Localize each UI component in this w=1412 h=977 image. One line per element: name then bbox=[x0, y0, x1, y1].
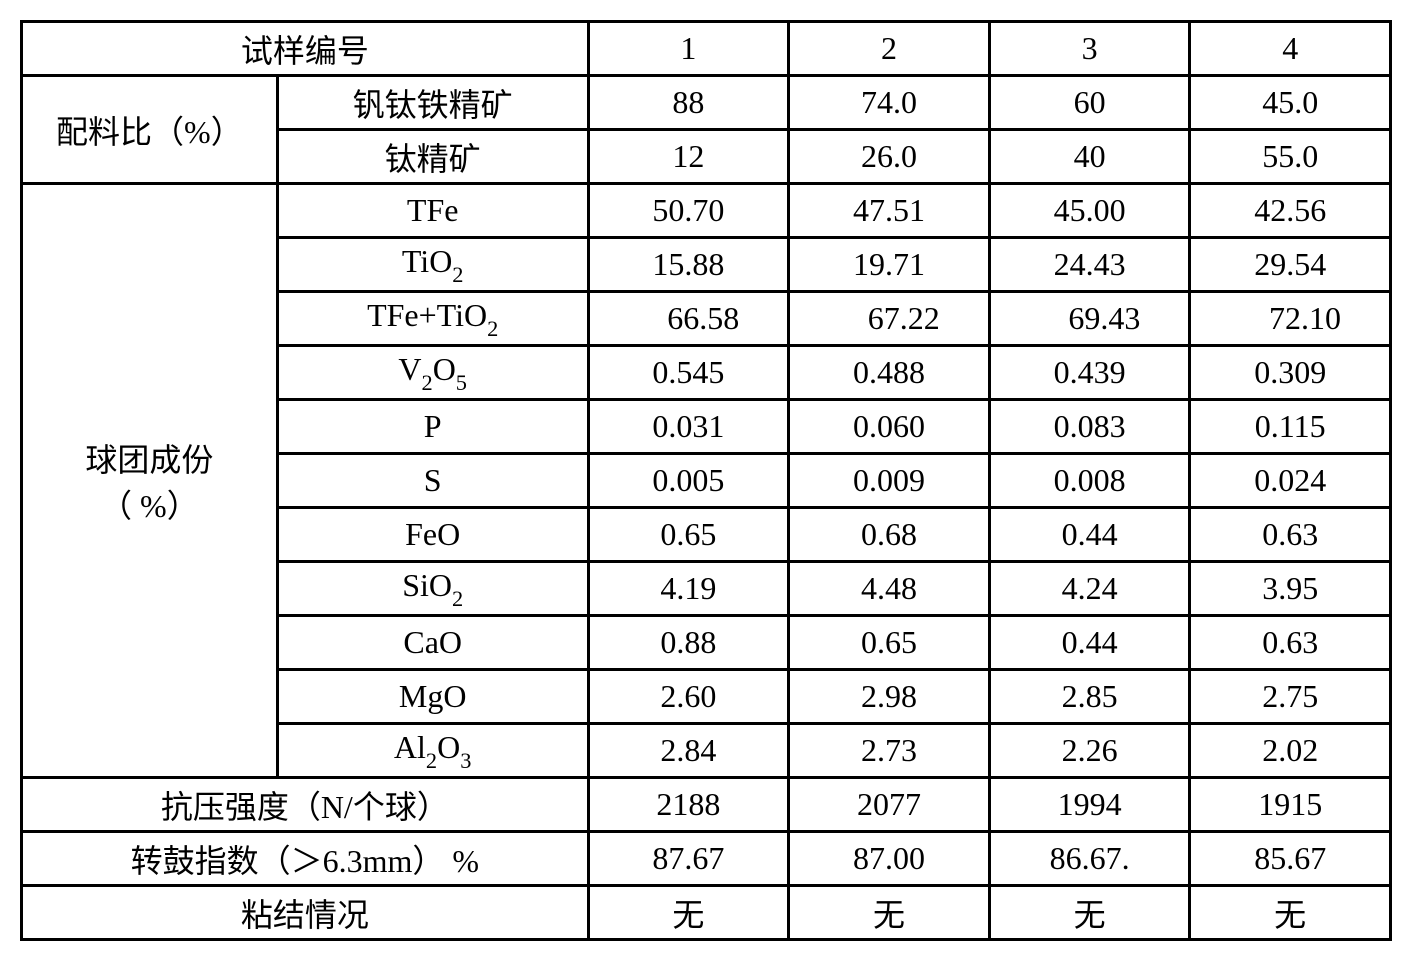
sample-number-header: 试样编号 bbox=[22, 22, 589, 76]
row-label: TiO2 bbox=[277, 238, 588, 292]
data-cell: 67.22 bbox=[789, 292, 990, 346]
data-cell: 0.44 bbox=[989, 616, 1190, 670]
data-cell: 29.54 bbox=[1190, 238, 1391, 292]
table-row: 转鼓指数（＞6.3mm） % 87.67 87.00 86.67. 85.67 bbox=[22, 832, 1391, 886]
data-cell: 72.10 bbox=[1190, 292, 1391, 346]
data-cell: 2.85 bbox=[989, 670, 1190, 724]
sample-number-2: 2 bbox=[789, 22, 990, 76]
group-label-line2: （ %） bbox=[35, 481, 264, 527]
data-cell: 15.88 bbox=[588, 238, 789, 292]
data-table: 试样编号 1 2 3 4 配料比（%） 钒钛铁精矿 88 74.0 60 45.… bbox=[20, 20, 1392, 941]
row-label: TFe+TiO2 bbox=[277, 292, 588, 346]
data-cell: 3.95 bbox=[1190, 562, 1391, 616]
data-cell: 2.02 bbox=[1190, 724, 1391, 778]
mixing-ratio-group-label: 配料比（%） bbox=[22, 76, 278, 184]
bonding-condition-label: 粘结情况 bbox=[22, 886, 589, 940]
table-row: 球团成份 （ %） TFe 50.70 47.51 45.00 42.56 bbox=[22, 184, 1391, 238]
data-cell: 26.0 bbox=[789, 130, 990, 184]
data-cell: 0.008 bbox=[989, 454, 1190, 508]
data-cell: 40 bbox=[989, 130, 1190, 184]
data-cell: 50.70 bbox=[588, 184, 789, 238]
data-cell: 4.19 bbox=[588, 562, 789, 616]
table-row: 抗压强度（N/个球） 2188 2077 1994 1915 bbox=[22, 778, 1391, 832]
data-cell: 无 bbox=[588, 886, 789, 940]
data-cell: 0.545 bbox=[588, 346, 789, 400]
data-cell: 2077 bbox=[789, 778, 990, 832]
data-cell: 无 bbox=[989, 886, 1190, 940]
row-label: P bbox=[277, 400, 588, 454]
data-cell: 42.56 bbox=[1190, 184, 1391, 238]
row-label: V2O5 bbox=[277, 346, 588, 400]
table-header-row: 试样编号 1 2 3 4 bbox=[22, 22, 1391, 76]
data-cell: 0.65 bbox=[789, 616, 990, 670]
compressive-strength-label: 抗压强度（N/个球） bbox=[22, 778, 589, 832]
data-cell: 0.060 bbox=[789, 400, 990, 454]
data-cell: 0.439 bbox=[989, 346, 1190, 400]
row-label: S bbox=[277, 454, 588, 508]
data-cell: 0.68 bbox=[789, 508, 990, 562]
data-cell: 2188 bbox=[588, 778, 789, 832]
row-label: 钒钛铁精矿 bbox=[277, 76, 588, 130]
data-cell: 0.65 bbox=[588, 508, 789, 562]
table-row: 粘结情况 无 无 无 无 bbox=[22, 886, 1391, 940]
data-cell: 45.00 bbox=[989, 184, 1190, 238]
data-cell: 0.009 bbox=[789, 454, 990, 508]
data-cell: 0.44 bbox=[989, 508, 1190, 562]
row-label: Al2O3 bbox=[277, 724, 588, 778]
data-cell: 55.0 bbox=[1190, 130, 1391, 184]
data-cell: 87.00 bbox=[789, 832, 990, 886]
pellet-composition-group-label: 球团成份 （ %） bbox=[22, 184, 278, 778]
data-cell: 2.73 bbox=[789, 724, 990, 778]
data-cell: 69.43 bbox=[989, 292, 1190, 346]
data-cell: 0.115 bbox=[1190, 400, 1391, 454]
data-cell: 85.67 bbox=[1190, 832, 1391, 886]
table-row: 配料比（%） 钒钛铁精矿 88 74.0 60 45.0 bbox=[22, 76, 1391, 130]
data-table-container: 试样编号 1 2 3 4 配料比（%） 钒钛铁精矿 88 74.0 60 45.… bbox=[20, 20, 1392, 941]
data-cell: 0.88 bbox=[588, 616, 789, 670]
data-cell: 88 bbox=[588, 76, 789, 130]
data-cell: 4.24 bbox=[989, 562, 1190, 616]
sample-number-4: 4 bbox=[1190, 22, 1391, 76]
data-cell: 74.0 bbox=[789, 76, 990, 130]
sample-number-1: 1 bbox=[588, 22, 789, 76]
data-cell: 19.71 bbox=[789, 238, 990, 292]
row-label: FeO bbox=[277, 508, 588, 562]
data-cell: 86.67. bbox=[989, 832, 1190, 886]
group-label-line1: 球团成份 bbox=[35, 435, 264, 481]
data-cell: 45.0 bbox=[1190, 76, 1391, 130]
data-cell: 无 bbox=[1190, 886, 1391, 940]
data-cell: 2.84 bbox=[588, 724, 789, 778]
data-cell: 47.51 bbox=[789, 184, 990, 238]
row-label: MgO bbox=[277, 670, 588, 724]
data-cell: 66.58 bbox=[588, 292, 789, 346]
row-label: TFe bbox=[277, 184, 588, 238]
data-cell: 0.083 bbox=[989, 400, 1190, 454]
data-cell: 0.309 bbox=[1190, 346, 1391, 400]
data-cell: 4.48 bbox=[789, 562, 990, 616]
sample-number-3: 3 bbox=[989, 22, 1190, 76]
data-cell: 2.60 bbox=[588, 670, 789, 724]
data-cell: 24.43 bbox=[989, 238, 1190, 292]
data-cell: 1915 bbox=[1190, 778, 1391, 832]
data-cell: 0.031 bbox=[588, 400, 789, 454]
data-cell: 2.75 bbox=[1190, 670, 1391, 724]
drum-index-label: 转鼓指数（＞6.3mm） % bbox=[22, 832, 589, 886]
data-cell: 0.63 bbox=[1190, 616, 1391, 670]
data-cell: 0.005 bbox=[588, 454, 789, 508]
data-cell: 1994 bbox=[989, 778, 1190, 832]
data-cell: 87.67 bbox=[588, 832, 789, 886]
data-cell: 2.26 bbox=[989, 724, 1190, 778]
row-label: SiO2 bbox=[277, 562, 588, 616]
data-cell: 2.98 bbox=[789, 670, 990, 724]
data-cell: 12 bbox=[588, 130, 789, 184]
row-label: CaO bbox=[277, 616, 588, 670]
data-cell: 60 bbox=[989, 76, 1190, 130]
data-cell: 0.63 bbox=[1190, 508, 1391, 562]
data-cell: 0.024 bbox=[1190, 454, 1391, 508]
row-label: 钛精矿 bbox=[277, 130, 588, 184]
data-cell: 无 bbox=[789, 886, 990, 940]
data-cell: 0.488 bbox=[789, 346, 990, 400]
